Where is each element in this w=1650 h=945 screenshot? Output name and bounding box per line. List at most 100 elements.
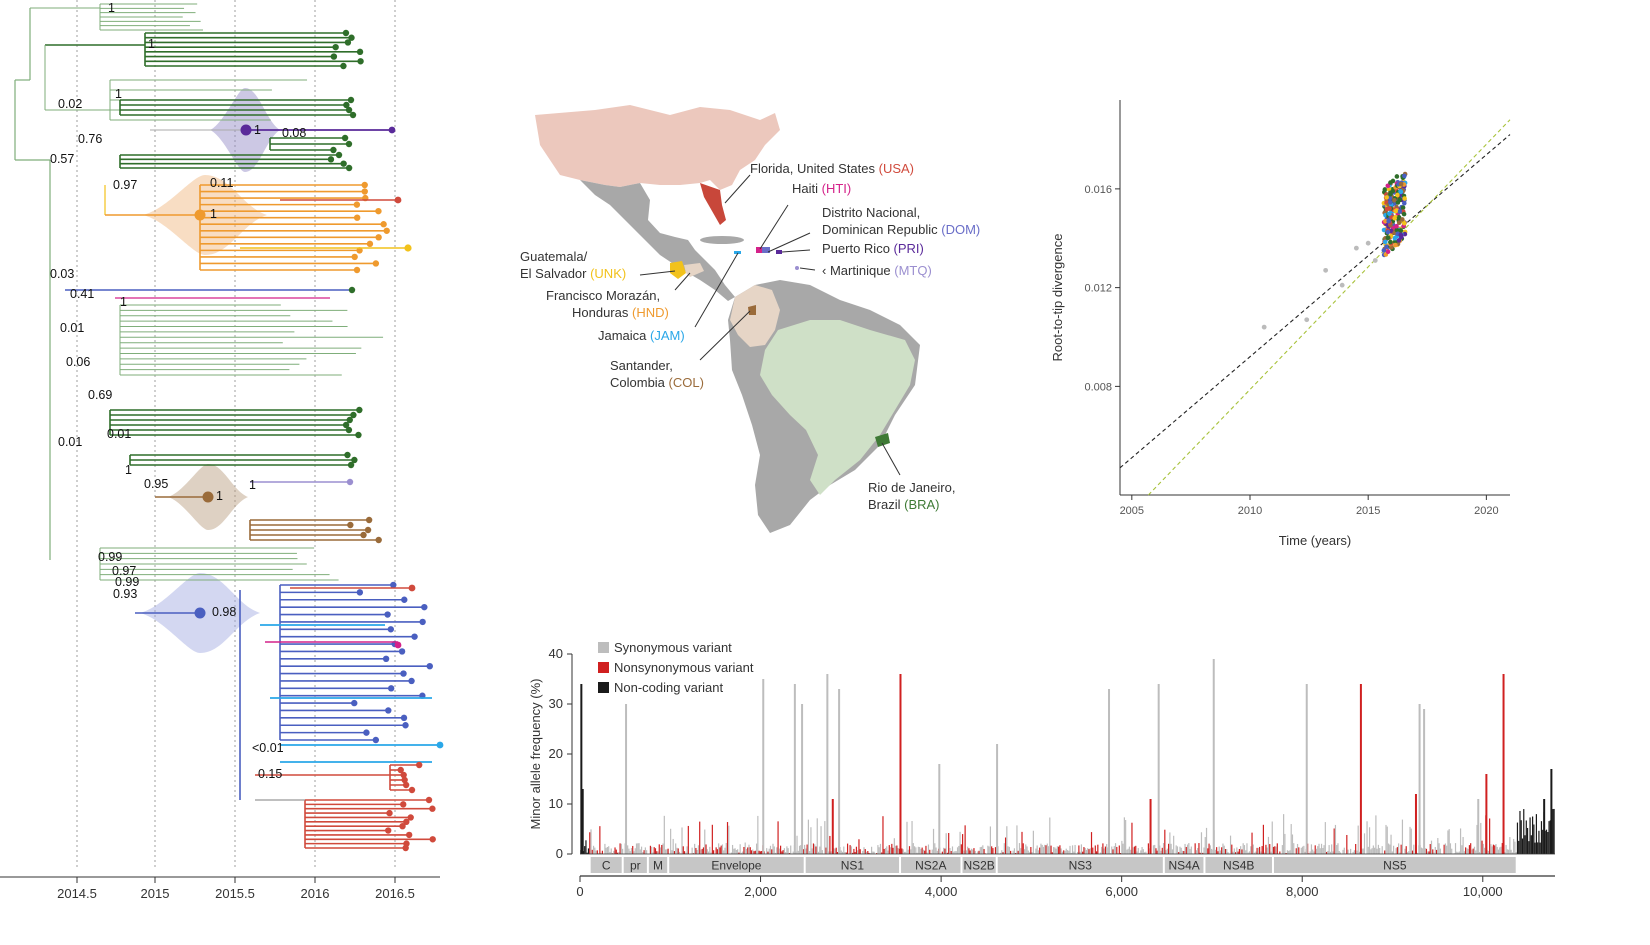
tree-node-dot: [194, 209, 206, 221]
tree-tip: [330, 53, 338, 60]
scatter-point: [1323, 267, 1329, 273]
tree-axis-tick-label: 2016.5: [375, 886, 415, 901]
scatter-point: [1395, 216, 1401, 221]
tree-tip: [380, 221, 387, 228]
tree-tip: [425, 796, 433, 804]
tree-tip: [426, 662, 433, 670]
tree-node-label: 0.41: [70, 287, 94, 301]
tree-tip: [348, 286, 356, 294]
tree-tip: [360, 531, 367, 539]
tree-tip: [372, 736, 380, 744]
tree-node-label: 1: [210, 207, 217, 221]
tree-tip: [390, 581, 397, 589]
gene-label: NS2A: [915, 859, 946, 873]
tree-tip: [340, 160, 347, 167]
tree-tip: [351, 253, 358, 261]
scatter-point: [1392, 197, 1397, 203]
map-label-dom-line1: Distrito Nacional,: [822, 205, 920, 220]
haiti-land: [756, 247, 762, 253]
tree-tip: [346, 478, 354, 486]
scatter-point: [1402, 231, 1408, 237]
scatter-point: [1365, 240, 1371, 246]
scatter-point: [1385, 229, 1391, 235]
scatter-x-tick-label: 2005: [1120, 505, 1144, 517]
scatter-point: [1385, 183, 1391, 189]
tree-node-label: 0.98: [212, 605, 236, 619]
tree-node-label: 1: [115, 87, 122, 101]
tree-tip: [388, 126, 396, 134]
dominican-land: [762, 247, 770, 253]
maf-axes: 0 10 20 30 40 0 2,000 4,000 6,000 8,000 10,000: [549, 646, 1555, 899]
tree-tip: [345, 106, 353, 114]
tree-node-label: 0.69: [88, 388, 112, 402]
tree-tip: [408, 584, 416, 592]
tree-tip: [384, 611, 391, 618]
root-to-tip-scatter: 2005 2010 2015 2020 0.008 0.012 0.016 Time (ye…: [1050, 100, 1511, 548]
tree-tip: [345, 426, 353, 434]
gene-segment-ns4a: [1164, 857, 1204, 873]
map-label-pri: Puerto Rico (PRI): [822, 241, 924, 256]
tree-posterior-density-shapes: [140, 88, 280, 653]
phylogenetic-tree: 1 1 1 0.02 0.76 1 0.08 0.57 0.97 0.11 1 0.03 0.41 1 0.…: [0, 0, 444, 901]
tree-node-dot: [194, 607, 206, 619]
scatter-point: [1398, 181, 1404, 187]
tree-node-label: 0.97: [113, 178, 137, 192]
americas-map: Florida, United States (USA) Haiti (HTI)…: [520, 105, 980, 533]
map-label-usa: Florida, United States (USA): [750, 161, 914, 176]
tree-node-label: 0.57: [50, 152, 74, 166]
scatter-point: [1390, 178, 1396, 184]
gene-segment-ns1: [805, 857, 900, 873]
legend-label-nonsynonymous: Nonsynonymous variant: [614, 660, 754, 675]
maf-legend: Synonymous variant Nonsynonymous variant…: [598, 640, 754, 695]
tree-tip: [351, 456, 358, 464]
gene-segment-ns4b: [1205, 857, 1272, 873]
tree-tip: [361, 188, 368, 195]
scatter-x-tick-label: 2020: [1474, 505, 1498, 517]
scatter-y-tick-label: 0.016: [1084, 184, 1112, 196]
scatter-point: [1388, 191, 1393, 197]
tree-tip: [353, 201, 361, 208]
maf-y-tick-label: 40: [549, 646, 563, 661]
tree-tip: [387, 685, 395, 692]
maf-x-tick-label: 4,000: [925, 884, 958, 899]
gene-segment-envelope: [669, 857, 804, 873]
scatter-point: [1395, 192, 1400, 198]
gene-label: NS2B: [963, 859, 994, 873]
tree-node-label: 1: [108, 1, 115, 15]
scatter-point: [1381, 248, 1387, 253]
tree-tip: [348, 34, 355, 41]
tree-node-label: 0.02: [58, 97, 82, 111]
scatter-point: [1388, 200, 1393, 205]
legend-label-noncoding: Non-coding variant: [614, 680, 724, 695]
tree-tip: [429, 805, 436, 812]
maf-x-tick-label: 0: [576, 884, 583, 899]
scatter-axes: 2005 2010 2015 2020 0.008 0.012 0.016: [1084, 100, 1510, 517]
tree-tip: [375, 234, 382, 241]
map-label-col-line1: Santander,: [610, 358, 673, 373]
tree-tip: [411, 633, 418, 640]
tree-tip: [401, 596, 408, 603]
gene-segment-ns5: [1273, 857, 1516, 873]
tree-tip: [332, 43, 339, 51]
legend-label-synonymous: Synonymous variant: [614, 640, 732, 655]
gene-label: NS5: [1383, 859, 1407, 873]
maf-x-tick-label: 6,000: [1105, 884, 1138, 899]
tree-tip: [403, 818, 410, 826]
florida-land: [700, 183, 726, 225]
scatter-point: [1398, 232, 1404, 238]
maf-x-tick-label: 10,000: [1463, 884, 1503, 899]
map-label-unk-line1: Guatemala/: [520, 249, 588, 264]
tree-tip: [375, 207, 382, 215]
scatter-point: [1396, 238, 1402, 243]
tree-tip: [436, 741, 444, 749]
scatter-point: [1392, 235, 1398, 241]
tree-tip: [356, 406, 363, 414]
scatter-point: [1383, 218, 1388, 224]
scatter-point: [1394, 227, 1400, 233]
tree-tip: [397, 766, 404, 774]
tree-tip: [356, 589, 364, 596]
scatter-x-tick-label: 2010: [1238, 505, 1262, 517]
scatter-point: [1401, 211, 1407, 217]
